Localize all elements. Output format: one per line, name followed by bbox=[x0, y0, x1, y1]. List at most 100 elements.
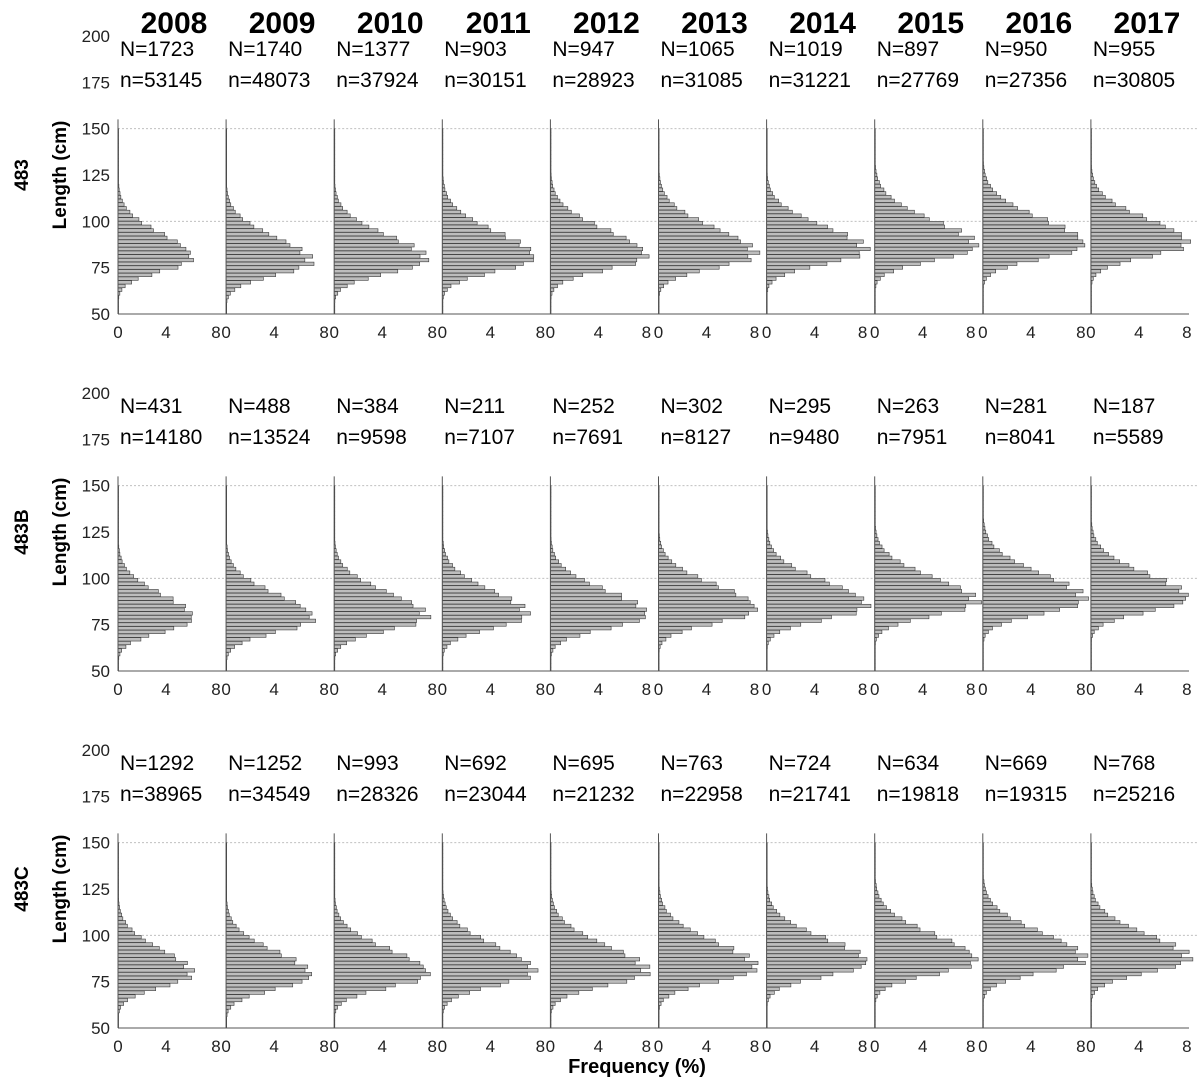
histogram-bar bbox=[1090, 552, 1109, 557]
panel-2011: 0 4 8 N=211 n=7107 bbox=[438, 395, 550, 699]
histogram-bar bbox=[982, 537, 990, 542]
histogram-bar bbox=[982, 224, 1066, 229]
x-tick-label: 4 bbox=[702, 1037, 711, 1056]
histogram-bar bbox=[766, 269, 795, 274]
histogram-bar bbox=[1090, 964, 1176, 969]
histogram-bar bbox=[441, 927, 468, 932]
histogram-bar bbox=[766, 261, 828, 266]
histogram-bar bbox=[658, 232, 730, 237]
histogram-bar bbox=[766, 246, 871, 251]
histogram-bar bbox=[117, 983, 171, 988]
histogram-bar bbox=[117, 938, 146, 943]
histogram-bar bbox=[874, 269, 894, 274]
histogram-bar bbox=[982, 272, 991, 277]
histogram-bar bbox=[1090, 897, 1096, 902]
histogram-bar bbox=[874, 217, 930, 222]
histogram-bar bbox=[225, 221, 251, 226]
histogram-bar bbox=[550, 191, 556, 196]
histogram-bar bbox=[333, 986, 387, 991]
count-N: N=724 bbox=[769, 752, 832, 775]
histogram-bar bbox=[225, 972, 312, 977]
histogram-bar bbox=[874, 221, 944, 226]
panel-2011: 0 4 8 N=692 n=23044 bbox=[438, 752, 550, 1056]
histogram-bar bbox=[117, 563, 125, 568]
histogram-bar bbox=[658, 265, 720, 270]
histogram-bar bbox=[441, 923, 461, 928]
histogram-bar bbox=[225, 942, 264, 947]
histogram-bar bbox=[658, 221, 703, 226]
histogram-bar bbox=[658, 629, 683, 634]
histogram-bar bbox=[658, 968, 758, 973]
histogram-bar bbox=[874, 180, 880, 185]
histogram-bar bbox=[766, 957, 868, 962]
year-label: 2015 bbox=[897, 7, 964, 40]
histogram-bar bbox=[766, 942, 846, 947]
panel-2008: 0 4 8 N=1292 n=38965 bbox=[113, 752, 226, 1056]
histogram-bar bbox=[550, 641, 561, 646]
histogram-bar bbox=[766, 228, 834, 233]
x-tick-label: 8 bbox=[427, 680, 436, 699]
histogram-bar bbox=[874, 960, 971, 965]
histogram-bar bbox=[982, 180, 989, 185]
histogram-bar bbox=[1090, 563, 1130, 568]
histogram-bar bbox=[1090, 960, 1181, 965]
histogram-bar bbox=[225, 581, 255, 586]
histogram-bar bbox=[658, 548, 664, 553]
count-n: n=22958 bbox=[661, 783, 743, 806]
histogram-bar bbox=[658, 209, 686, 214]
histogram-bar bbox=[441, 942, 497, 947]
histogram-bar bbox=[225, 1001, 235, 1006]
histogram-bar bbox=[550, 629, 591, 634]
histogram-bar bbox=[874, 935, 938, 940]
histogram-bar bbox=[766, 570, 808, 575]
histogram-bar bbox=[982, 183, 991, 188]
histogram-bar bbox=[117, 946, 160, 951]
count-n: n=5589 bbox=[1093, 426, 1164, 449]
histogram-bar bbox=[658, 574, 699, 579]
histogram-bar bbox=[225, 265, 300, 270]
count-N: N=187 bbox=[1093, 395, 1155, 418]
y-tick-label: 100 bbox=[82, 212, 110, 231]
histogram-bar bbox=[658, 570, 688, 575]
histogram-bar bbox=[982, 975, 1021, 980]
histogram-bar bbox=[550, 265, 613, 270]
histogram-bar bbox=[982, 957, 1079, 962]
histogram-bar bbox=[550, 202, 564, 207]
histogram-bar bbox=[982, 901, 993, 906]
histogram-bar bbox=[658, 957, 745, 962]
histogram-bar bbox=[441, 920, 458, 925]
histogram-bar bbox=[1090, 596, 1186, 601]
histogram-bar bbox=[1090, 272, 1097, 277]
histogram-bar bbox=[441, 979, 510, 984]
y-tick-label: 150 bbox=[82, 477, 110, 496]
histogram-bar bbox=[874, 975, 917, 980]
histogram-bar bbox=[874, 618, 911, 623]
histogram-bar bbox=[441, 224, 489, 229]
count-n: n=53145 bbox=[120, 69, 202, 92]
histogram-bar bbox=[766, 198, 779, 203]
histogram-bar bbox=[766, 544, 772, 549]
histogram-bar bbox=[658, 905, 666, 910]
count-N: N=669 bbox=[985, 752, 1047, 775]
x-tick-label: 0 bbox=[870, 1037, 879, 1056]
histogram-bar bbox=[225, 202, 232, 207]
histogram-bar bbox=[225, 570, 241, 575]
x-tick-label: 0 bbox=[221, 1037, 230, 1056]
histogram-bar bbox=[441, 633, 467, 638]
histogram-bar bbox=[766, 224, 828, 229]
x-tick-label: 0 bbox=[762, 1037, 771, 1056]
histogram-bar bbox=[766, 975, 822, 980]
histogram-bar bbox=[658, 979, 720, 984]
histogram-bar bbox=[874, 622, 899, 627]
count-N: N=211 bbox=[444, 395, 505, 418]
histogram-bar bbox=[550, 975, 635, 980]
x-tick-label: 4 bbox=[918, 323, 927, 342]
histogram-bar bbox=[225, 239, 287, 244]
y-tick-label: 150 bbox=[82, 120, 110, 139]
histogram-bar bbox=[982, 953, 1089, 958]
histogram-bar bbox=[550, 998, 561, 1003]
histogram-bar bbox=[333, 269, 399, 274]
histogram-bar bbox=[550, 600, 638, 605]
histogram-bar bbox=[225, 217, 243, 222]
histogram-bar bbox=[1090, 942, 1177, 947]
